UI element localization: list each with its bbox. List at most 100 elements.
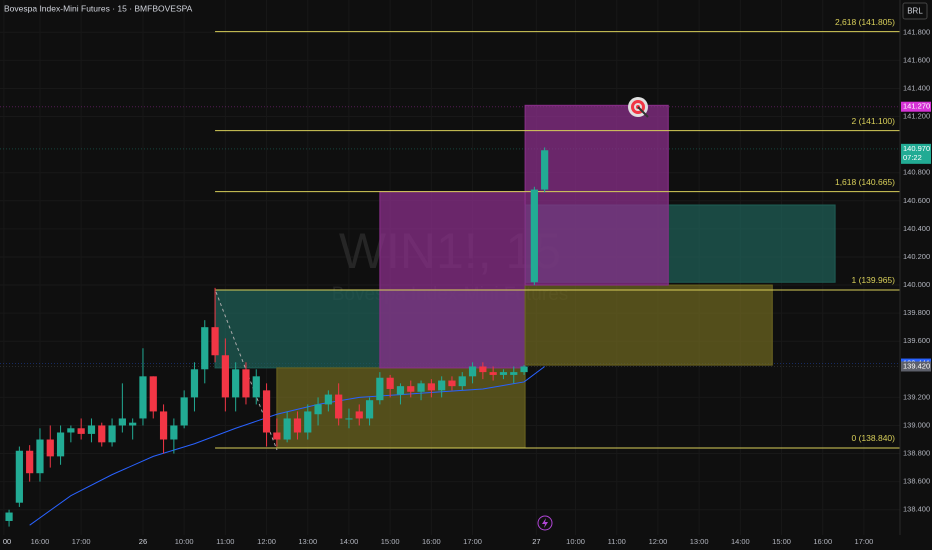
candle-body [541, 150, 549, 190]
x-tick-label: 12:00 [257, 537, 276, 546]
candle-body [520, 366, 528, 373]
price-label-box [901, 361, 931, 372]
candle-body [448, 380, 456, 387]
price-label-box [901, 101, 931, 112]
zone [524, 284, 773, 366]
y-tick-label: 140.400 [903, 224, 930, 233]
candle-body [273, 432, 281, 440]
fib-label: 0 (138.840) [852, 433, 896, 443]
candle-body [5, 512, 13, 521]
fib-label: 2 (141.100) [852, 116, 896, 126]
candle-body [376, 377, 384, 401]
y-tick-label: 138.800 [903, 449, 930, 458]
x-tick-label: 26 [139, 537, 147, 546]
x-tick-label: 17:00 [463, 537, 482, 546]
price-label: 140.970 [903, 144, 930, 153]
candle-body [499, 372, 508, 375]
x-tick-label: 10:00 [566, 537, 585, 546]
candle-body [355, 411, 363, 419]
x-tick-label: 17:00 [72, 537, 91, 546]
x-tick-label: 10:00 [175, 537, 194, 546]
candle-body [242, 369, 250, 398]
x-tick-label: 27 [532, 537, 540, 546]
candle-body [159, 411, 168, 440]
candle-body [468, 366, 477, 377]
candle-body [190, 369, 199, 398]
candle-body [67, 428, 75, 433]
candle-body [479, 366, 487, 373]
candle-body [108, 425, 116, 443]
x-tick-label: 15:00 [381, 537, 400, 546]
candle-body [345, 418, 353, 420]
candle-body [396, 386, 405, 395]
price-label-box [901, 143, 931, 164]
candle-body [304, 411, 312, 433]
fib-label: 1 (139.965) [852, 275, 896, 285]
y-tick-label: 140.000 [903, 280, 930, 289]
candle-body [438, 380, 446, 391]
zone [276, 367, 526, 449]
moving-average [29, 366, 545, 526]
candle-body [36, 439, 44, 474]
candle-body [139, 376, 147, 419]
candle-body [252, 376, 260, 398]
axes: 138.400 138.600 138.800 139.000 139.200 139.6… [3, 27, 931, 546]
y-tick-label: 141.600 [903, 55, 930, 64]
candle-body [98, 425, 106, 443]
candle-body [489, 372, 497, 375]
x-tick-label: 00 [3, 537, 11, 546]
x-tick-label: 14:00 [731, 537, 750, 546]
candle-body [15, 450, 23, 503]
y-tick-label: 140.800 [903, 168, 930, 177]
countdown: 07:22 [903, 153, 922, 162]
candle-body [201, 327, 209, 370]
candle-body [324, 394, 332, 405]
candle-body [314, 404, 322, 415]
chart-title: Bovespa Index-Mini Futures · 15 · BMFBOV… [4, 3, 193, 13]
candle-body [417, 383, 425, 392]
y-tick-label: 141.800 [903, 27, 930, 36]
x-tick-label: 16:00 [422, 537, 441, 546]
candle-body [262, 390, 271, 433]
y-tick-label: 138.600 [903, 477, 930, 486]
price-axis [900, 0, 932, 550]
x-tick-label: 12:00 [649, 537, 668, 546]
zone [379, 191, 526, 369]
target-icon [628, 97, 649, 118]
candle-body [407, 386, 415, 392]
candle-body [56, 432, 65, 457]
x-tick-label: 11:00 [608, 537, 626, 546]
y-tick-label: 138.400 [903, 505, 930, 514]
x-tick-label: 17:00 [855, 537, 874, 546]
candle-body [283, 418, 291, 440]
candle-body [365, 400, 374, 419]
candle-body [118, 418, 126, 426]
y-tick-label: 139.000 [903, 420, 930, 429]
x-tick-label: 14:00 [340, 537, 359, 546]
x-tick-label: 13:00 [298, 537, 317, 546]
price-label: 139.420 [903, 361, 930, 370]
x-tick-label: 13:00 [690, 537, 709, 546]
x-tick-label: 16:00 [31, 537, 50, 546]
y-tick-label: 139.600 [903, 336, 930, 345]
candle-body [129, 422, 137, 426]
y-tick-label: 141.400 [903, 83, 930, 92]
y-tick-label: 141.200 [903, 112, 930, 121]
candle-body [87, 425, 96, 434]
fib-label: 1,618 (140.665) [835, 177, 895, 187]
time-axis [0, 535, 932, 550]
plot [5, 147, 549, 527]
event-icon [537, 515, 553, 531]
y-tick-label: 140.200 [903, 252, 930, 261]
candle-body [26, 450, 34, 474]
candle-body [180, 397, 188, 426]
y-tick-label: 139.800 [903, 308, 930, 317]
candle-body [211, 327, 219, 356]
candle-body [149, 376, 157, 412]
candle-body [530, 189, 538, 283]
y-tick-label: 140.600 [903, 196, 930, 205]
x-tick-label: 15:00 [772, 537, 791, 546]
currency-box[interactable] [902, 2, 928, 20]
